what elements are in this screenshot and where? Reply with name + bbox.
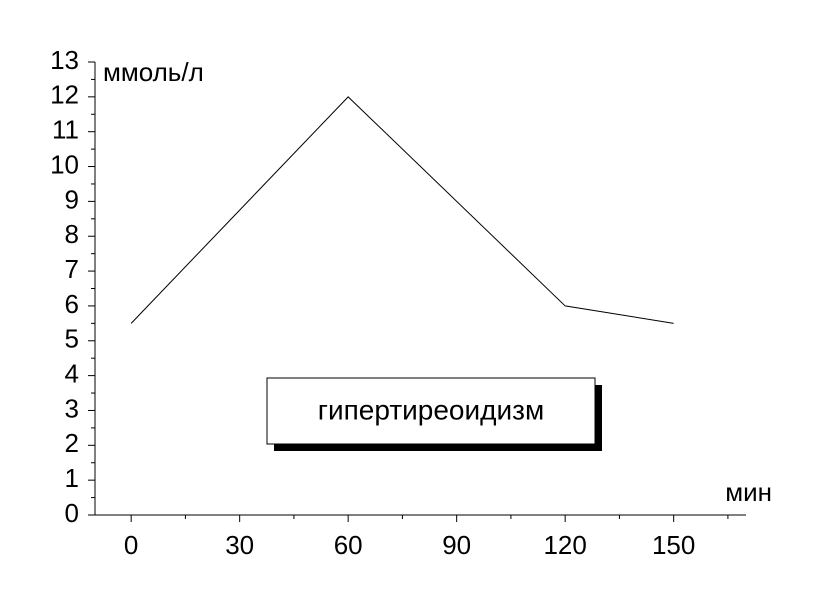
line (130, 96, 674, 324)
x-tick-label: 0 (124, 530, 138, 560)
y-tick-label: 10 (50, 149, 79, 179)
y-tick-label: 8 (65, 219, 79, 249)
y-tick-label: 13 (50, 45, 79, 75)
y-tick-label: 2 (65, 428, 79, 458)
y-axis-label: ммоль/л (103, 57, 204, 87)
y-tick-label: 7 (65, 254, 79, 284)
y-tick-label: 1 (65, 463, 79, 493)
y-tick-label: 4 (65, 358, 79, 388)
y-tick-label: 12 (50, 80, 79, 110)
y-tick-label: 9 (65, 184, 79, 214)
y-tick-label: 5 (65, 324, 79, 354)
y-tick-label: 11 (52, 115, 79, 145)
x-tick-label: 60 (334, 530, 363, 560)
y-tick-label: 0 (65, 498, 79, 528)
y-tick-label: 6 (65, 289, 79, 319)
x-tick-label: 90 (442, 530, 471, 560)
x-axis-label: мин (725, 477, 772, 507)
x-tick-label: 30 (225, 530, 254, 560)
x-tick-label: 150 (652, 530, 695, 560)
x-tick-label: 120 (543, 530, 586, 560)
annotation: гипертиреоидизм (318, 394, 544, 425)
annotation-box (266, 377, 596, 445)
y-tick-label: 3 (65, 393, 79, 423)
